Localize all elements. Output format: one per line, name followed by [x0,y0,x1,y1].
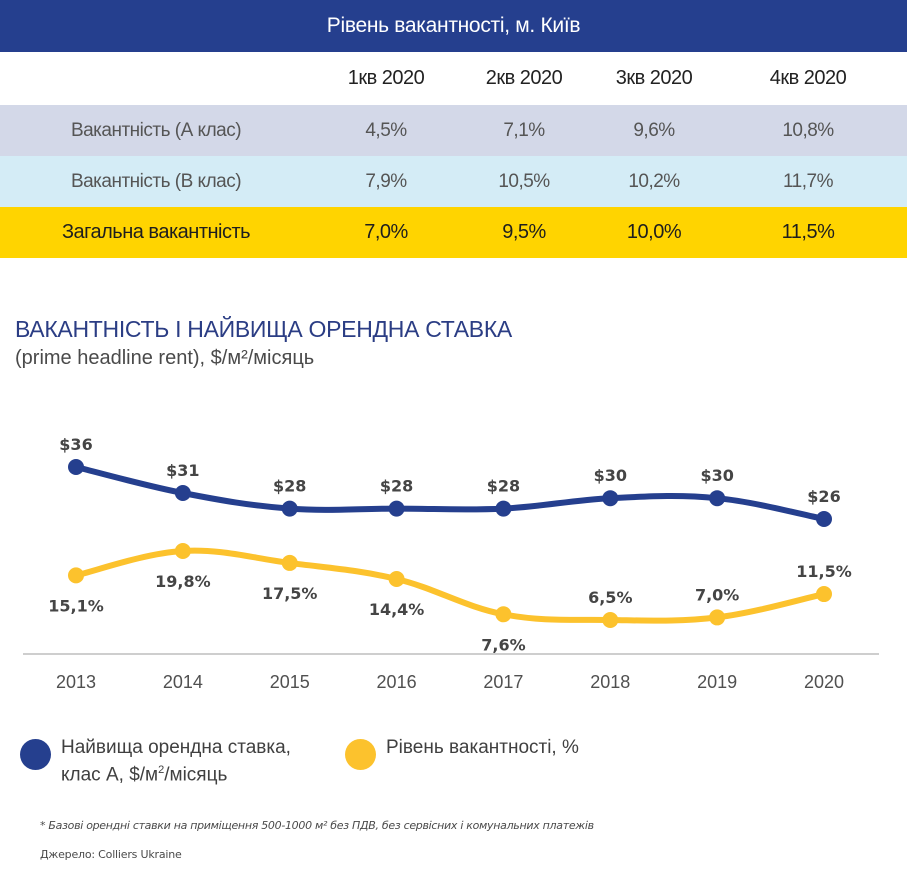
table-cell: 10,8% [782,119,834,141]
table-title-bar: Рівень вакантності, м. Київ [0,0,907,52]
rent-data-label: $36 [59,435,92,454]
table-cell: 7,0% [364,221,408,243]
vacancy-point [602,612,619,628]
vacancy-line [73,547,827,624]
rent-data-label: $28 [380,477,413,496]
table-row-class-b: Вакантність (В клас) 7,9% 10,5% 10,2% 11… [0,156,907,207]
x-tick-label: 2019 [697,672,737,692]
rent-data-label: $28 [487,477,520,496]
x-tick-label: 2015 [270,672,310,692]
header-q4: 4кв 2020 [769,67,847,89]
vacancy-data-label: 7,6% [481,635,525,654]
vacancy-data-label: 15,1% [48,596,104,615]
table-cell: 7,9% [365,170,407,192]
table-cell: 10,2% [628,170,680,192]
source-note: Джерело: Colliers Ukraine [40,848,182,861]
legend-rent-line2-post: /місяць [164,764,228,786]
legend-rent-line1: Найвища орендна ставка, [61,737,291,758]
x-tick-label: 2020 [804,672,844,692]
x-tick-label: 2018 [590,672,630,692]
vacancy-data-label: 7,0% [695,585,739,604]
chart-title: ВАКАНТНІСТЬ І НАЙВИЩА ОРЕНДНА СТАВКА [15,316,512,342]
table-header-row: 1кв 2020 2кв 2020 3кв 2020 4кв 2020 [0,52,907,105]
table-cell: 7,1% [503,119,545,141]
x-tick-label: 2017 [483,672,523,692]
legend-rent-sup: 2 [158,764,165,776]
x-tick-labels: 2013 2014 2015 2016 2017 2018 2019 2020 [56,672,844,692]
header-q2: 2кв 2020 [485,67,563,89]
table-title: Рівень вакантності, м. Київ [326,14,581,37]
legend-marker-vacancy-icon [345,739,376,770]
row-label: Вакантність (А клас) [70,119,242,141]
footnote: * Базові орендні ставки на приміщення 50… [40,819,594,832]
header-q1: 1кв 2020 [347,67,425,89]
table-cell: 9,5% [502,221,546,243]
rent-point [495,500,512,517]
vacancy-point [816,586,832,603]
vacancy-data-label: 6,5% [588,588,632,607]
vacancy-point [495,606,512,623]
rent-point [709,490,726,507]
rent-point [281,500,298,517]
rent-point [68,459,84,475]
legend-marker-rent-icon [20,739,51,770]
table-cell: 10,0% [626,221,682,243]
vacancy-point [174,543,191,559]
row-label: Загальна вакантність [61,221,251,243]
vacancy-data-label: 14,4% [369,600,425,619]
legend-item-vacancy: Рівень вакантності, % [345,737,579,770]
legend-item-rent: Найвища орендна ставка, клас А, $/м2/міс… [20,737,291,786]
table-row-class-a: Вакантність (А клас) 4,5% 7,1% 9,6% 10,8… [0,105,907,156]
table-row-total: Загальна вакантність 7,0% 9,5% 10,0% 11,… [0,207,907,258]
x-tick-label: 2014 [163,672,203,692]
rent-data-label: $31 [166,461,199,480]
vacancy-data-label: 17,5% [262,584,318,603]
table-cell: 11,7% [783,170,833,192]
header-q3: 3кв 2020 [615,67,693,89]
vacancy-data-label: 19,8% [155,572,211,591]
vacancy-point [388,571,405,588]
table-cell: 4,5% [365,119,407,141]
chart-subtitle: (prime headline rent), $/м²/місяць [15,347,315,369]
rent-data-label: $26 [807,487,840,506]
vacancy-point [281,554,298,571]
rent-data-label: $30 [700,466,733,485]
legend-rent-line2-pre: клас А, $/м [61,764,159,786]
rent-data-label: $28 [273,477,306,496]
table-cell: 10,5% [498,170,550,192]
vacancy-data-label: 11,5% [796,562,852,581]
rent-line [73,464,827,522]
vacancy-point [68,567,84,584]
x-tick-label: 2013 [56,672,96,692]
vacancy-point [709,609,726,626]
rent-point [816,511,832,527]
x-tick-label: 2016 [377,672,417,692]
table-cell: 9,6% [633,119,675,141]
rent-point [602,490,619,507]
line-chart: $36 $31 $28 $28 $28 $30 $30 $26 15,1% 19,8% 17,5%… [23,435,879,692]
vacancy-series: 15,1% 19,8% 17,5% 14,4% 7,6% 6,5% 7,0% 11,5% [48,543,852,654]
rent-point [174,485,191,501]
row-label: Вакантність (В клас) [70,170,242,192]
rent-data-label: $30 [594,466,627,485]
legend-label-rent: Найвища орендна ставка, клас А, $/м2/міс… [61,737,291,786]
table-cell: 11,5% [781,221,835,243]
rent-point [388,500,405,517]
legend-label-vacancy: Рівень вакантності, % [386,737,579,758]
rent-series: $36 $31 $28 $28 $28 $30 $30 $26 [59,435,841,527]
